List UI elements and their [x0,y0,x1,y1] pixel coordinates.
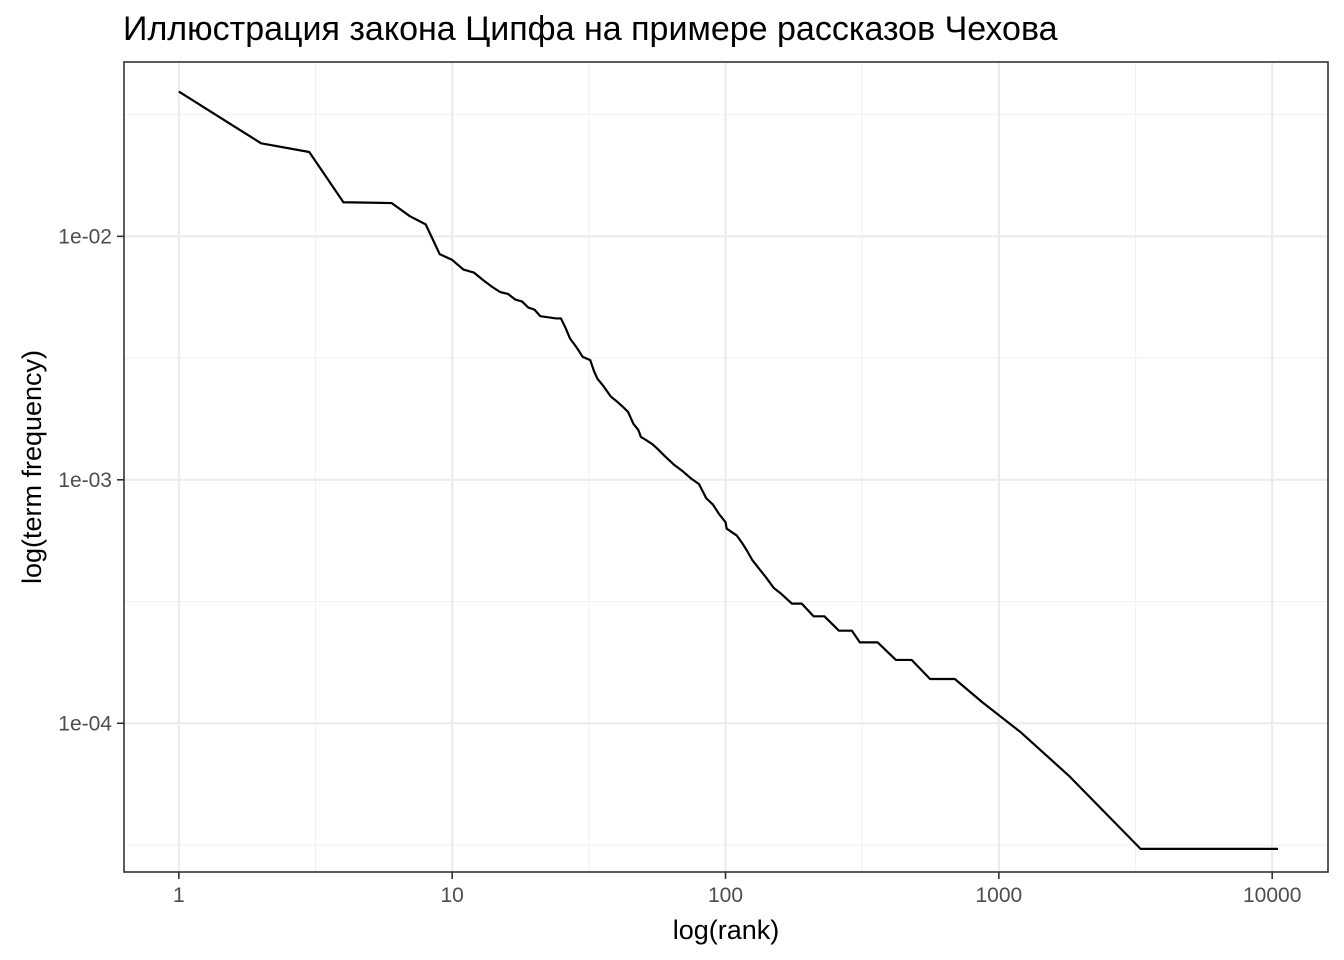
x-axis: 1 10 100 1000 10000 [173,872,1301,907]
y-axis-title: log(term frequency) [17,350,47,584]
chart-title: Иллюстрация закона Ципфа на примере расс… [123,10,1058,48]
x-tick-label: 10 [441,884,464,907]
y-axis: 1e-02 1e-03 1e-04 [58,225,124,735]
x-tick-label: 1000 [976,884,1023,907]
y-tick-label: 1e-03 [58,469,112,492]
x-tick-label: 100 [708,884,743,907]
series-layer [178,90,1278,850]
x-axis-title: log(rank) [673,915,780,945]
y-tick-label: 1e-04 [58,712,112,735]
y-tick-label: 1e-02 [58,225,112,248]
grid-layer [124,62,1328,872]
x-tick-label: 1 [173,884,185,907]
x-tick-label: 10000 [1243,884,1301,907]
zipf-series-line [178,90,1278,850]
